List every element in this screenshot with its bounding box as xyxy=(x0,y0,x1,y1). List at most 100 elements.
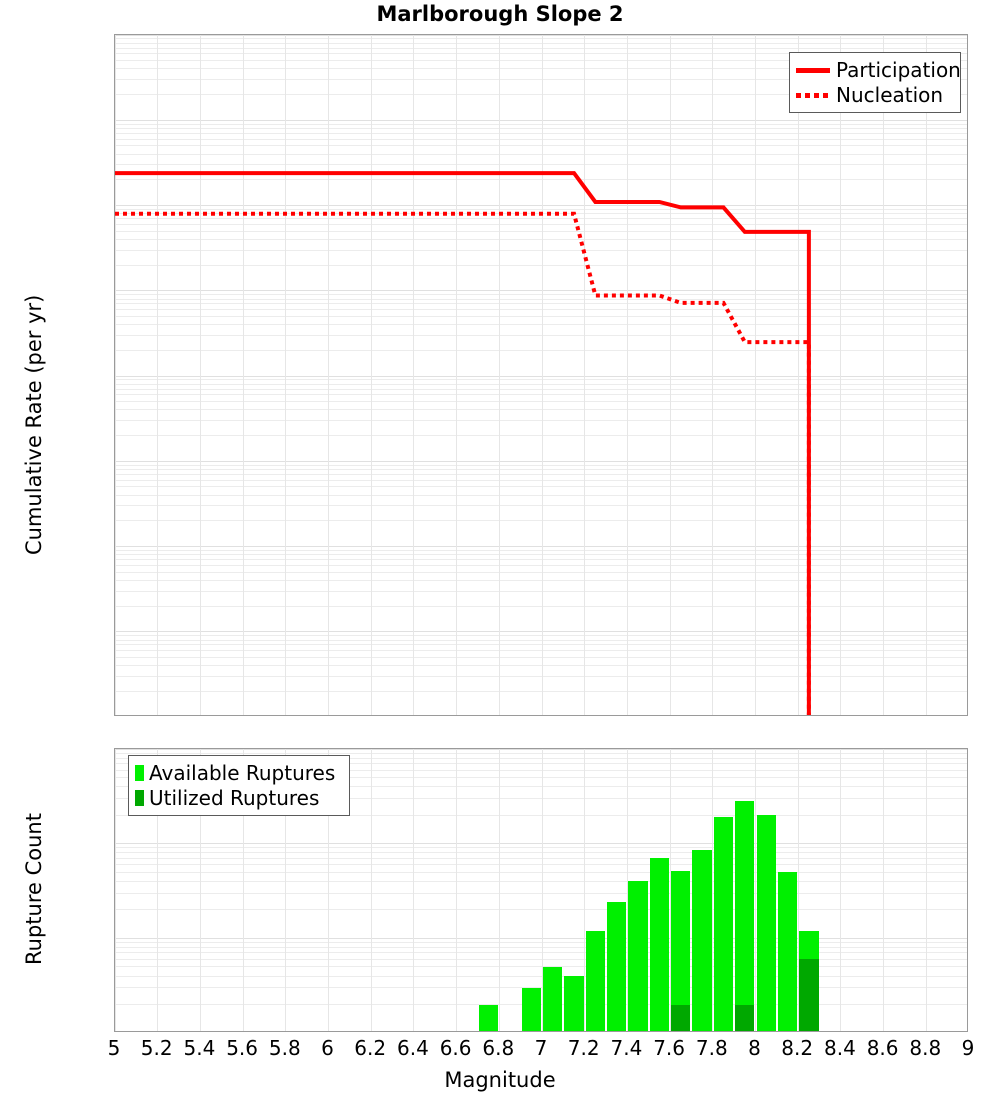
x-axis-tick-label: 5 xyxy=(107,1036,121,1060)
gridline-vertical xyxy=(157,35,159,715)
gridline-horizontal xyxy=(115,571,967,573)
gridline-vertical xyxy=(370,749,372,1031)
gridline-horizontal xyxy=(115,375,967,377)
rupture-bar xyxy=(713,817,734,1031)
gridline-horizontal xyxy=(115,223,967,225)
gridline-vertical xyxy=(584,749,586,1031)
gridline-vertical xyxy=(626,35,628,715)
utilized-bar-segment xyxy=(799,959,819,1031)
gridline-horizontal xyxy=(115,123,967,125)
legend-label: Nucleation xyxy=(836,82,944,107)
gridline-vertical xyxy=(840,35,842,715)
rupture-bar xyxy=(692,850,712,1031)
utilized-bar-segment xyxy=(671,1004,691,1031)
gridline-horizontal xyxy=(115,153,967,155)
gridline-horizontal xyxy=(115,218,967,220)
rupture-bar xyxy=(777,872,798,1031)
gridline-horizontal xyxy=(115,579,967,581)
x-axis-tick-label: 7 xyxy=(534,1036,548,1060)
legend-item: Available Ruptures xyxy=(135,760,341,785)
gridline-horizontal xyxy=(115,520,967,522)
gridline-horizontal xyxy=(115,650,967,652)
gridline-horizontal xyxy=(115,494,967,496)
solid-line-icon xyxy=(796,63,830,77)
gridline-horizontal xyxy=(115,409,967,411)
gridline-horizontal xyxy=(115,238,967,240)
x-axis-tick-label: 6.8 xyxy=(482,1036,515,1060)
gridline-horizontal xyxy=(115,880,967,882)
gridline-vertical xyxy=(925,749,927,1031)
gridline-vertical xyxy=(883,35,885,715)
gridline-vertical xyxy=(115,35,116,715)
gridline-horizontal xyxy=(115,38,967,40)
x-axis-tick-label: 8.4 xyxy=(823,1036,856,1060)
gridline-vertical xyxy=(755,749,756,1031)
gridline-horizontal xyxy=(115,947,967,948)
gridline-horizontal xyxy=(115,546,967,547)
gridline-vertical xyxy=(370,35,372,715)
gridline-horizontal xyxy=(115,486,967,488)
gridline-horizontal xyxy=(115,294,967,296)
gridline-horizontal xyxy=(115,814,967,816)
gridline-horizontal xyxy=(115,394,967,396)
top-y-axis-label: Cumulative Rate (per yr) xyxy=(22,294,46,555)
gridline-horizontal xyxy=(115,958,967,960)
gridline-vertical xyxy=(328,749,329,1031)
gridline-horizontal xyxy=(115,132,967,134)
gridline-vertical xyxy=(669,35,671,715)
series-participation xyxy=(115,171,811,715)
rate-curves xyxy=(115,171,811,715)
gridline-horizontal xyxy=(115,460,967,462)
rupture-bar xyxy=(756,815,776,1031)
gridline-horizontal xyxy=(115,776,967,778)
gridline-horizontal xyxy=(115,164,967,166)
rupture-bar xyxy=(799,930,819,1031)
legend-item: Nucleation xyxy=(796,82,952,107)
legend-item: Participation xyxy=(796,57,961,82)
gridline-vertical xyxy=(584,35,586,715)
legend-label: Participation xyxy=(836,57,961,82)
gridline-horizontal xyxy=(115,230,967,232)
x-axis-label: Magnitude xyxy=(444,1068,556,1092)
gridline-horizontal xyxy=(115,937,967,939)
x-axis-tick-label: 8.2 xyxy=(781,1036,814,1060)
x-axis-tick-label: 8.8 xyxy=(909,1036,942,1060)
gridline-horizontal xyxy=(115,79,967,81)
rupture-bar xyxy=(671,870,691,1031)
gridline-horizontal xyxy=(115,479,967,481)
rupture-bar xyxy=(628,881,648,1031)
gridline-vertical xyxy=(712,35,714,715)
gridline-horizontal xyxy=(115,892,967,894)
x-axis-tick-label: 7.4 xyxy=(610,1036,643,1060)
gridline-vertical xyxy=(285,35,287,715)
x-axis-tick-label: 7.8 xyxy=(695,1036,728,1060)
gridline-horizontal xyxy=(115,975,967,977)
gridline-horizontal xyxy=(115,119,967,121)
gridline-vertical xyxy=(328,35,329,715)
gridline-vertical xyxy=(242,35,244,715)
rupture-legend: Available Ruptures Utilized Ruptures xyxy=(128,755,350,816)
x-axis-tick-label: 7.2 xyxy=(567,1036,600,1060)
gridline-vertical xyxy=(541,35,543,715)
gridline-vertical xyxy=(925,35,927,715)
gridline-vertical xyxy=(883,749,885,1031)
gridline-horizontal xyxy=(115,179,967,181)
gridline-vertical xyxy=(498,35,500,715)
gridline-vertical xyxy=(626,749,628,1031)
gridline-horizontal xyxy=(115,757,967,759)
gridline-horizontal xyxy=(115,564,967,566)
gridline-horizontal xyxy=(115,290,967,292)
gridline-vertical xyxy=(712,749,714,1031)
gridline-horizontal xyxy=(115,379,967,381)
gridline-horizontal xyxy=(115,138,967,140)
gridline-horizontal xyxy=(115,94,967,96)
gridline-horizontal xyxy=(115,871,967,873)
gridline-horizontal xyxy=(115,590,967,592)
rupture-bar xyxy=(649,858,670,1031)
rupture-bar xyxy=(735,801,755,1031)
gridline-vertical xyxy=(755,35,756,715)
gridline-horizontal xyxy=(115,864,967,866)
gridline-horizontal xyxy=(115,644,967,646)
rate-legend: Participation Nucleation xyxy=(789,52,961,113)
cumulative-rate-plot xyxy=(114,34,968,716)
